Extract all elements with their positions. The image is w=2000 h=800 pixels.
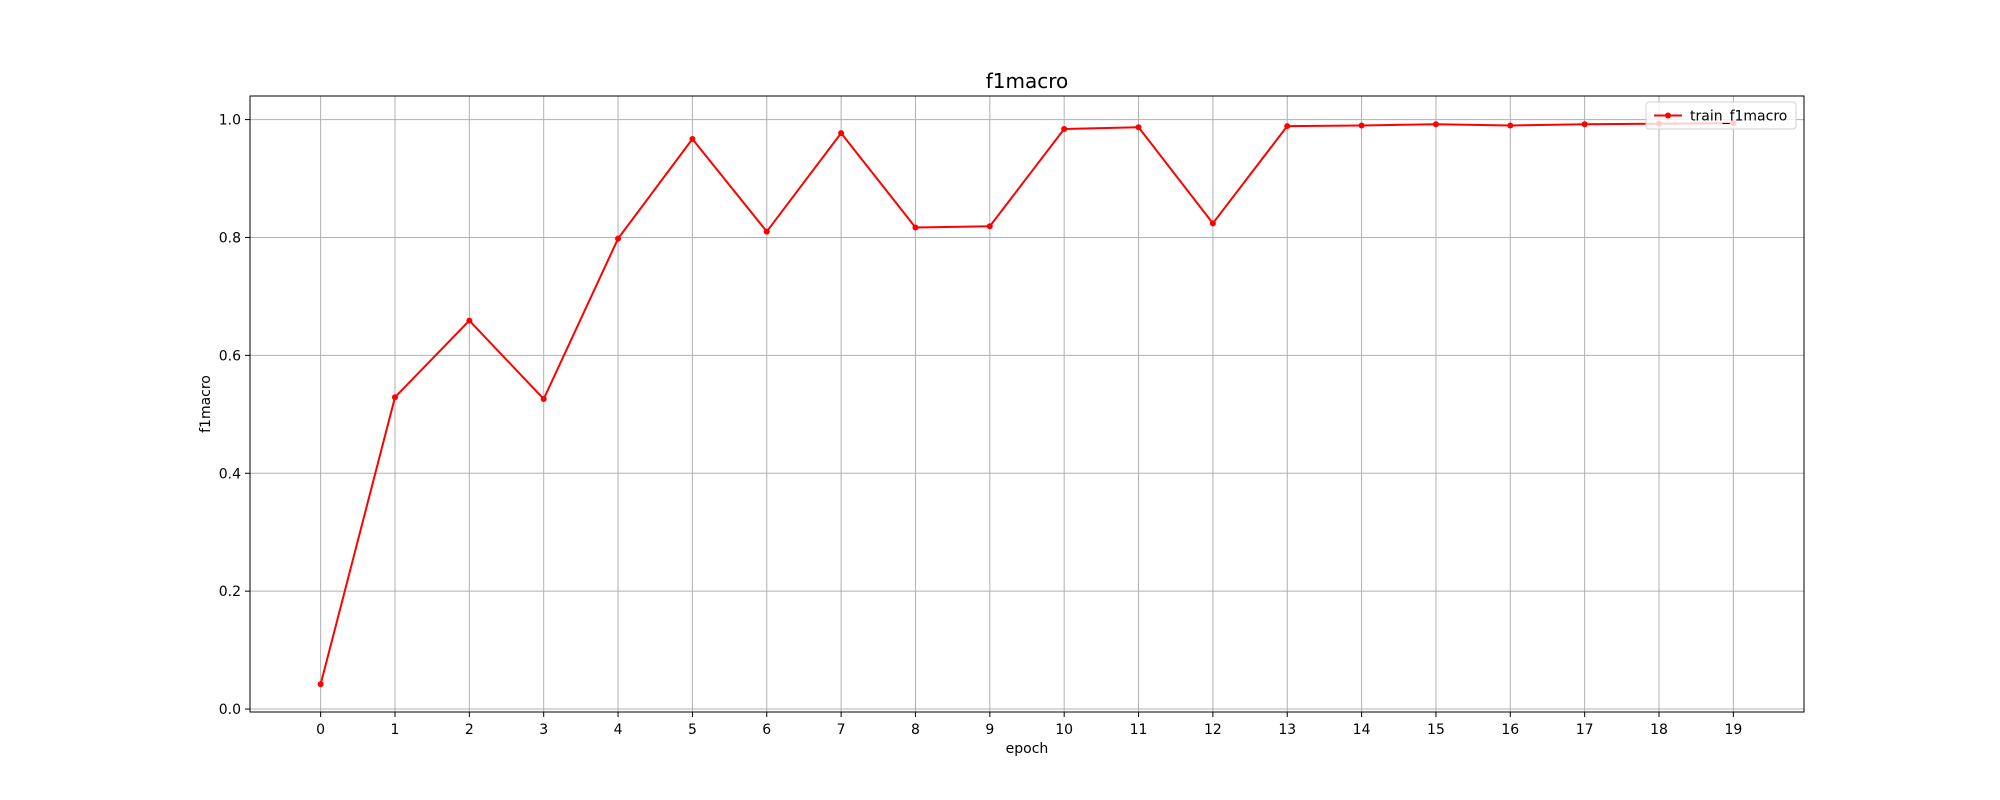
data-point	[763, 228, 770, 235]
x-tick-label: 8	[911, 722, 920, 738]
x-tick-label: 16	[1501, 722, 1519, 738]
axes: 0 1 2 3 4 5 6 7 8 9 10 11 12 13 14 15 16 17 18 190.00.20.40…	[219, 95, 1805, 738]
x-tick-label: 1	[391, 722, 400, 738]
x-tick-label: 10	[1055, 722, 1073, 738]
legend-box	[1645, 101, 1797, 130]
y-tick-label: 0.4	[219, 466, 241, 482]
y-axis-label: f1macro	[198, 375, 214, 433]
x-tick-label: 14	[1353, 722, 1371, 738]
data-point	[615, 235, 622, 242]
data-point	[1432, 121, 1439, 128]
y-tick-label: 0.8	[219, 230, 241, 246]
y-tick-label: 0.2	[219, 584, 241, 600]
x-tick-label: 19	[1724, 722, 1742, 738]
grid	[250, 96, 1804, 712]
data-point	[689, 136, 696, 143]
y-tick-label: 1.0	[219, 113, 241, 129]
x-tick-label: 13	[1278, 722, 1296, 738]
x-tick-label: 15	[1427, 722, 1445, 738]
data-point	[1507, 122, 1514, 129]
x-tick-label: 11	[1130, 722, 1148, 738]
x-tick-label: 7	[837, 722, 846, 738]
x-tick-label: 4	[614, 722, 623, 738]
data-point	[986, 223, 993, 230]
x-axis-label: epoch	[1006, 741, 1049, 757]
x-tick-label: 6	[762, 722, 771, 738]
x-tick-label: 12	[1204, 722, 1222, 738]
x-tick-label: 9	[985, 722, 994, 738]
x-tick-label: 0	[316, 722, 325, 738]
x-tick-label: 2	[465, 722, 474, 738]
data-point	[1135, 124, 1142, 131]
data-point	[540, 395, 547, 402]
plot-frame	[249, 95, 1805, 713]
legend-marker-swatch	[1665, 112, 1671, 119]
data-point	[1581, 121, 1588, 128]
legend-entry-label: train_f1macro	[1690, 109, 1787, 125]
data-point	[1358, 122, 1365, 129]
data-point	[391, 394, 398, 401]
y-tick-label: 0.0	[219, 702, 241, 718]
x-tick-label: 17	[1576, 722, 1594, 738]
y-tick-label: 0.6	[219, 348, 241, 364]
x-tick-label: 5	[688, 722, 697, 738]
series-line-train_f1macro	[319, 122, 1734, 685]
data-point	[912, 224, 919, 231]
data-point	[1209, 220, 1216, 227]
data-point	[1061, 126, 1068, 133]
x-tick-label: 3	[539, 722, 548, 738]
legend: train_f1macro	[1645, 101, 1797, 130]
data-point	[838, 130, 845, 137]
x-tick-label: 18	[1650, 722, 1668, 738]
chart-title: f1macro	[986, 69, 1069, 93]
data-point	[317, 681, 324, 688]
data-point	[466, 317, 473, 324]
data-point	[1284, 123, 1291, 130]
